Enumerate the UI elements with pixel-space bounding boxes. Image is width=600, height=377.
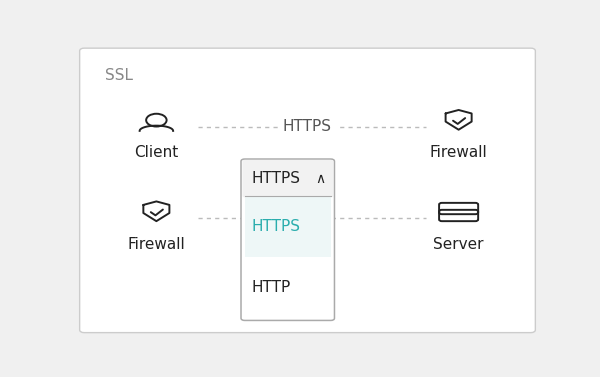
Text: Firewall: Firewall xyxy=(430,146,487,160)
FancyBboxPatch shape xyxy=(245,196,331,257)
Text: HTTPS: HTTPS xyxy=(283,119,332,134)
Text: HTTPS: HTTPS xyxy=(251,171,300,186)
FancyBboxPatch shape xyxy=(80,48,535,333)
Text: ∧: ∧ xyxy=(315,172,325,185)
FancyBboxPatch shape xyxy=(242,160,333,197)
Text: Server: Server xyxy=(433,237,484,252)
Text: Client: Client xyxy=(134,146,179,160)
Text: Firewall: Firewall xyxy=(128,237,185,252)
Text: HTTP: HTTP xyxy=(251,280,290,295)
Text: SSL: SSL xyxy=(105,69,133,83)
Text: HTTPS: HTTPS xyxy=(251,219,300,234)
FancyBboxPatch shape xyxy=(241,159,334,320)
